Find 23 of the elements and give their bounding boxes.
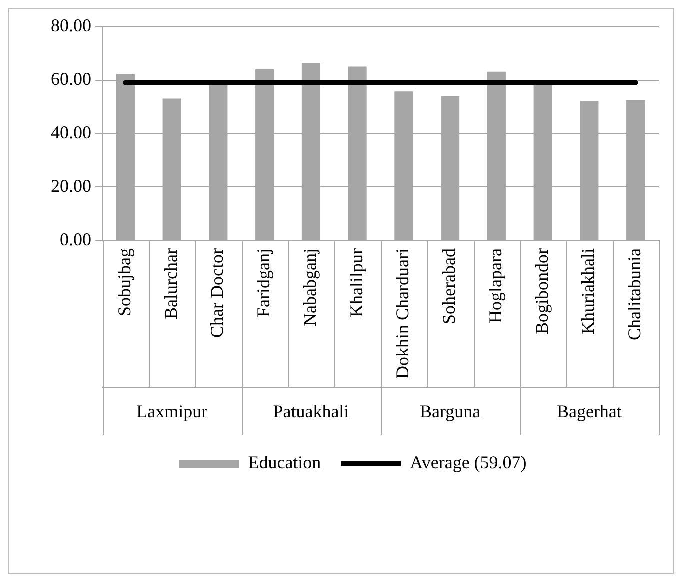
x-tick-label: Char Doctor [207,248,228,338]
x-tick-label: Khalilpur [346,248,366,318]
text: Bagerhat [556,402,622,422]
y-tick-label: 0.00 [60,229,92,250]
y-tick-label: 80.00 [51,16,92,36]
x-tick-label: Chalitabunia [624,248,645,341]
y-tick-label: 20.00 [51,176,92,196]
x-tick-label: Hoglapara [485,248,506,324]
legend-label: Education [248,452,322,473]
x-tick-label: Soherabad [439,248,460,325]
x-tick-label: Sobujbag [114,248,134,317]
x-tick-label: Dokhin Charduari [392,248,413,380]
y-tick-label: 60.00 [51,69,92,90]
x-tick-label: Khuriakhali [578,248,598,335]
x-tick-label: Bogibondor [532,248,552,335]
text: Laxmipur [136,402,208,422]
y-tick-label: 40.00 [51,122,92,142]
x-tick-label: Nababganj [300,248,320,326]
legend-label: Average (59.07) [410,452,527,473]
x-tick-label: Balurchar [160,248,181,320]
text: Barguna [420,402,481,422]
x-tick-label: Faridganj [254,248,274,318]
text: Patuakhali [273,402,350,422]
